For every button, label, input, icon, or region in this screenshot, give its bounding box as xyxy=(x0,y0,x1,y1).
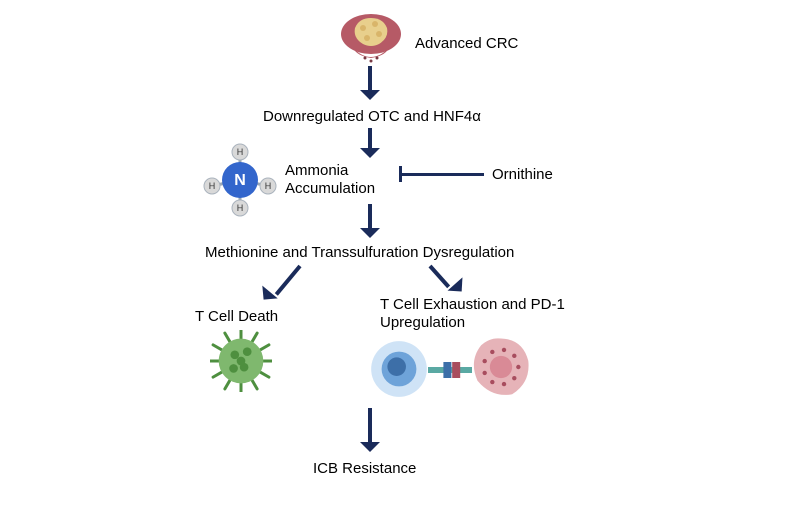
tcell-death-label: T Cell Death xyxy=(195,308,278,325)
inhibition-cap-icon xyxy=(399,166,402,182)
tumor-cell-icon xyxy=(470,336,532,403)
methionine-label: Methionine and Transsulfuration Dysregul… xyxy=(205,244,514,261)
crc-tumor-icon xyxy=(335,10,407,73)
dying-cell-icon xyxy=(210,330,272,397)
crc-label: Advanced CRC xyxy=(415,35,518,52)
svg-text:N: N xyxy=(234,172,246,189)
svg-text:H: H xyxy=(265,181,272,191)
inhibition-line xyxy=(402,173,484,176)
t-cell-icon xyxy=(370,340,428,403)
svg-text:H: H xyxy=(237,147,244,157)
svg-text:H: H xyxy=(209,181,216,191)
svg-text:H: H xyxy=(237,203,244,213)
pd1-receptor-icon xyxy=(428,360,472,385)
otc-label: Downregulated OTC and HNF4α xyxy=(263,108,481,125)
icb-label: ICB Resistance xyxy=(313,460,416,477)
tcell-exhaustion-label: T Cell Exhaustion and PD-1Upregulation xyxy=(380,296,590,332)
ammonia-label: AmmoniaAccumulation xyxy=(285,162,405,198)
ammonia-molecule-icon: N H H H H xyxy=(198,138,282,227)
ornithine-label: Ornithine xyxy=(492,166,553,183)
